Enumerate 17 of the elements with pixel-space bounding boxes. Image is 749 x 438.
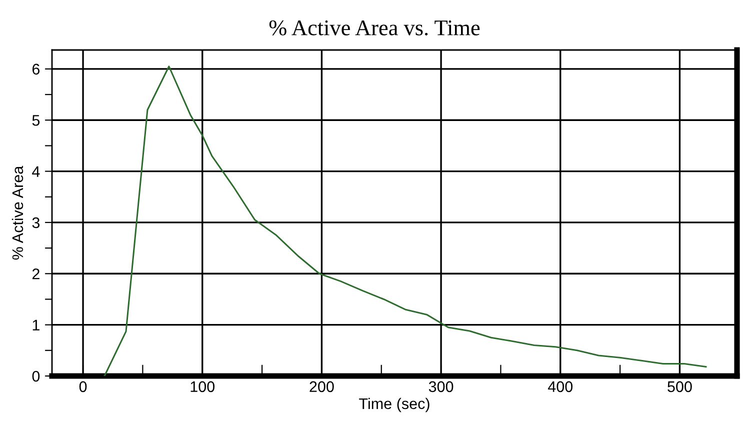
x-tick-label: 400 bbox=[548, 381, 573, 392]
line-series bbox=[104, 66, 707, 376]
x-tick-label: 500 bbox=[668, 381, 692, 392]
y-tick-label: 4 bbox=[32, 166, 40, 177]
x-axis-title: Time (sec) bbox=[359, 398, 430, 412]
y-tick-label: 0 bbox=[32, 370, 40, 382]
y-tick-label: 2 bbox=[32, 268, 40, 280]
x-tick-label: 300 bbox=[428, 381, 454, 392]
y-tick-label: 6 bbox=[32, 64, 40, 75]
y-tick-label: 3 bbox=[32, 217, 40, 228]
x-tick-label: 0 bbox=[79, 381, 87, 392]
y-tick-label: 1 bbox=[32, 320, 40, 330]
y-axis-title: % Active Area bbox=[12, 166, 24, 260]
chart-title: % Active Area vs. Time bbox=[269, 20, 480, 36]
x-tick-label: 100 bbox=[190, 381, 215, 392]
y-tick-label: 5 bbox=[32, 115, 40, 126]
x-tick-label: 200 bbox=[310, 381, 334, 392]
